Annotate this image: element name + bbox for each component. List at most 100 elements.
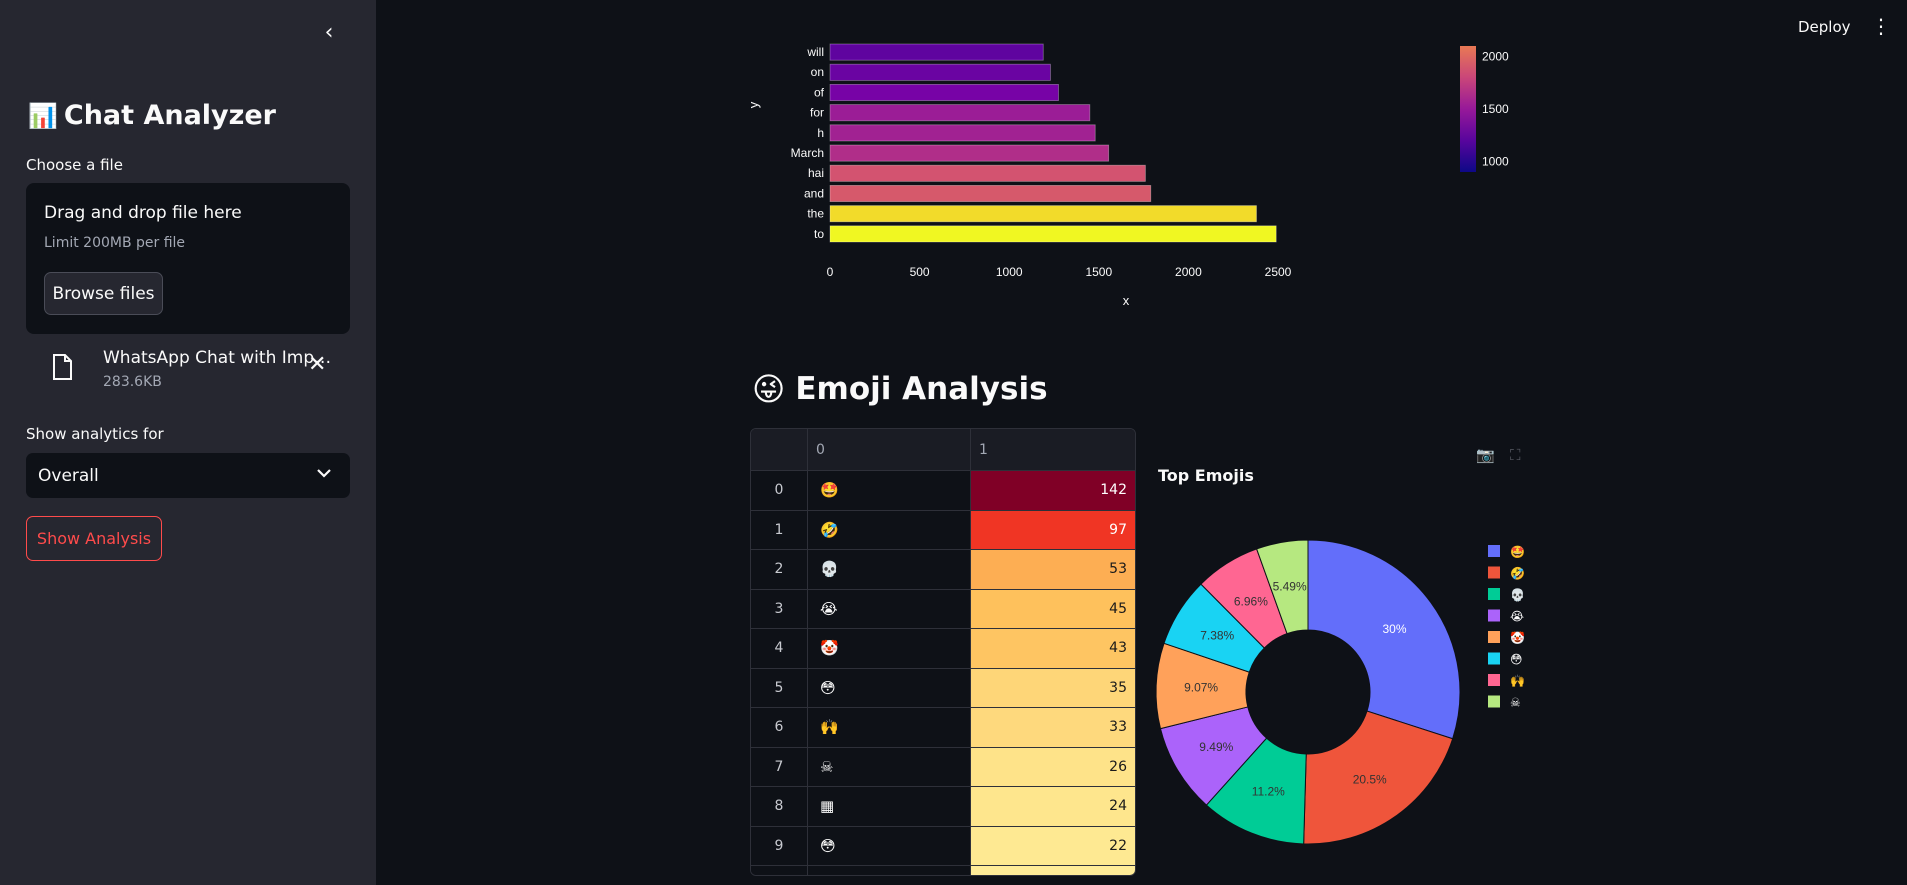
x-tick-label: 0 [827,265,834,279]
column-header-0[interactable]: 0 [807,429,971,470]
winking-tongue-icon: 😜 [752,370,786,408]
file-size: 283.6KB [103,374,162,390]
row-index: 3 [751,589,807,628]
analytics-select[interactable]: Overall [26,453,350,498]
top-emojis-chart: 📷 ⛶ Top Emojis 30% 20.5% 11.2% 9.49% 9.07% 7.… [1150,436,1550,876]
row-index: 10 [751,866,807,875]
row-index: 5 [751,668,807,707]
emoji-analysis-title: Emoji Analysis [795,371,1048,407]
slice-percent-label: 9.49% [1199,740,1233,754]
table-row[interactable]: 3 😭 45 [751,589,1135,629]
table-row[interactable]: 0 🤩 142 [751,471,1135,511]
table-row[interactable]: 10 [751,866,1135,875]
remove-file-icon[interactable]: ✕ [308,352,327,377]
row-index: 9 [751,826,807,865]
main-menu-icon[interactable]: ⋮ [1871,14,1891,38]
bar-on [829,63,1051,81]
dropzone-limit: Limit 200MB per file [44,235,186,251]
count-cell[interactable]: 22 [971,826,1135,865]
table-row[interactable]: 8 ▦ 24 [751,787,1135,827]
column-header-1[interactable]: 1 [979,441,988,458]
analytics-select-label: Show analytics for [26,425,164,443]
bar-to [829,225,1277,243]
y-tick-label: hai [808,166,824,180]
table-row[interactable]: 1 🤣 97 [751,510,1135,550]
legend-label: ☠ [1510,696,1521,710]
bar-will [829,43,1044,61]
legend-swatch [1488,674,1500,686]
emoji-cell[interactable]: 🤡 [807,629,971,668]
y-axis-label: y [746,101,761,108]
app-title-text: Chat Analyzer [63,100,276,131]
row-index: 2 [751,550,807,589]
x-tick-label: 2000 [1175,265,1202,279]
emoji-cell[interactable]: ▦ [807,787,971,826]
emoji-cell[interactable]: 🤩 [807,471,971,510]
bar-the [829,205,1257,223]
table-row[interactable]: 5 😳 35 [751,668,1135,708]
count-cell[interactable]: 35 [971,668,1135,707]
emoji-cell[interactable] [807,866,971,875]
bar-March [829,144,1110,162]
most-common-words-bar-chart: will on of for h March hai and the to 0 500 1000 1500… [746,43,1509,308]
emoji-cell[interactable]: 😳 [807,668,971,707]
y-tick-label: on [811,65,824,79]
show-analysis-button[interactable]: Show Analysis [26,516,162,561]
chevron-down-icon [317,469,331,478]
slice-percent-label: 30% [1382,622,1406,636]
emoji-cell[interactable]: 🤣 [807,510,971,549]
slice-percent-label: 20.5% [1353,772,1387,786]
y-tick-label: the [807,207,824,221]
app-title: 📊 Chat Analyzer [28,100,276,131]
table-row[interactable]: 4 🤡 43 [751,629,1135,669]
count-cell[interactable]: 45 [971,589,1135,628]
uploaded-file: WhatsApp Chat with Imp… 283.6KB ✕ [26,346,350,396]
slice-percent-label: 9.07% [1184,681,1218,695]
count-cell[interactable]: 142 [971,471,1135,510]
emoji-cell[interactable]: 😳 [807,826,971,865]
pie-slice-0 [1307,539,1461,740]
table-row[interactable]: 7 ☠ 26 [751,747,1135,787]
bar-hai [829,164,1146,182]
colorbar-tick-label: 1000 [1482,155,1509,169]
count-cell[interactable]: 33 [971,708,1135,747]
emoji-cell[interactable]: 💀 [807,550,971,589]
emoji-cell[interactable]: 🙌 [807,708,971,747]
camera-icon[interactable]: 📷 [1476,446,1495,464]
slice-percent-label: 5.49% [1273,580,1307,594]
emoji-table[interactable]: 0 1 0 🤩 142 1 🤣 97 2 💀 53 3 😭 45 4 🤡 43 5 😳 35 6 🙌 33 7 ☠ 26 8 ▦ 24 9… [750,428,1136,876]
count-cell[interactable]: 97 [971,510,1135,549]
x-tick-label: 500 [910,265,930,279]
bar-chart-icon: 📊 [28,102,58,130]
row-index: 1 [751,510,807,549]
count-cell[interactable] [971,866,1135,875]
colorbar [1460,46,1476,172]
legend-label: 🤩 [1510,545,1525,559]
table-row[interactable]: 9 😳 22 [751,826,1135,866]
count-cell[interactable]: 53 [971,550,1135,589]
browse-files-button[interactable]: Browse files [44,272,163,315]
count-cell[interactable]: 24 [971,787,1135,826]
row-index: 0 [751,471,807,510]
table-row[interactable]: 2 💀 53 [751,550,1135,590]
slice-percent-label: 6.96% [1234,595,1268,609]
legend-swatch [1488,631,1500,643]
legend-label: 🙌 [1510,674,1525,688]
emoji-cell[interactable]: ☠ [807,747,971,786]
deploy-button[interactable]: Deploy [1798,18,1851,36]
emoji-cell[interactable]: 😭 [807,589,971,628]
dropzone-title: Drag and drop file here [44,203,242,223]
table-row[interactable]: 6 🙌 33 [751,708,1135,748]
fullscreen-icon[interactable]: ⛶ [1510,446,1521,464]
x-tick-label: 2500 [1265,265,1292,279]
y-tick-label: of [814,85,825,99]
count-cell[interactable]: 43 [971,629,1135,668]
count-cell[interactable]: 26 [971,747,1135,786]
pie-slice-7 [1256,539,1309,635]
file-dropzone[interactable]: Drag and drop file here Limit 200MB per … [26,183,350,334]
legend-label: 🤣 [1509,567,1525,582]
y-tick-label: March [791,146,824,160]
collapse-sidebar-icon[interactable]: ‹ [324,20,334,45]
colorbar-tick-label: 2000 [1482,50,1509,64]
